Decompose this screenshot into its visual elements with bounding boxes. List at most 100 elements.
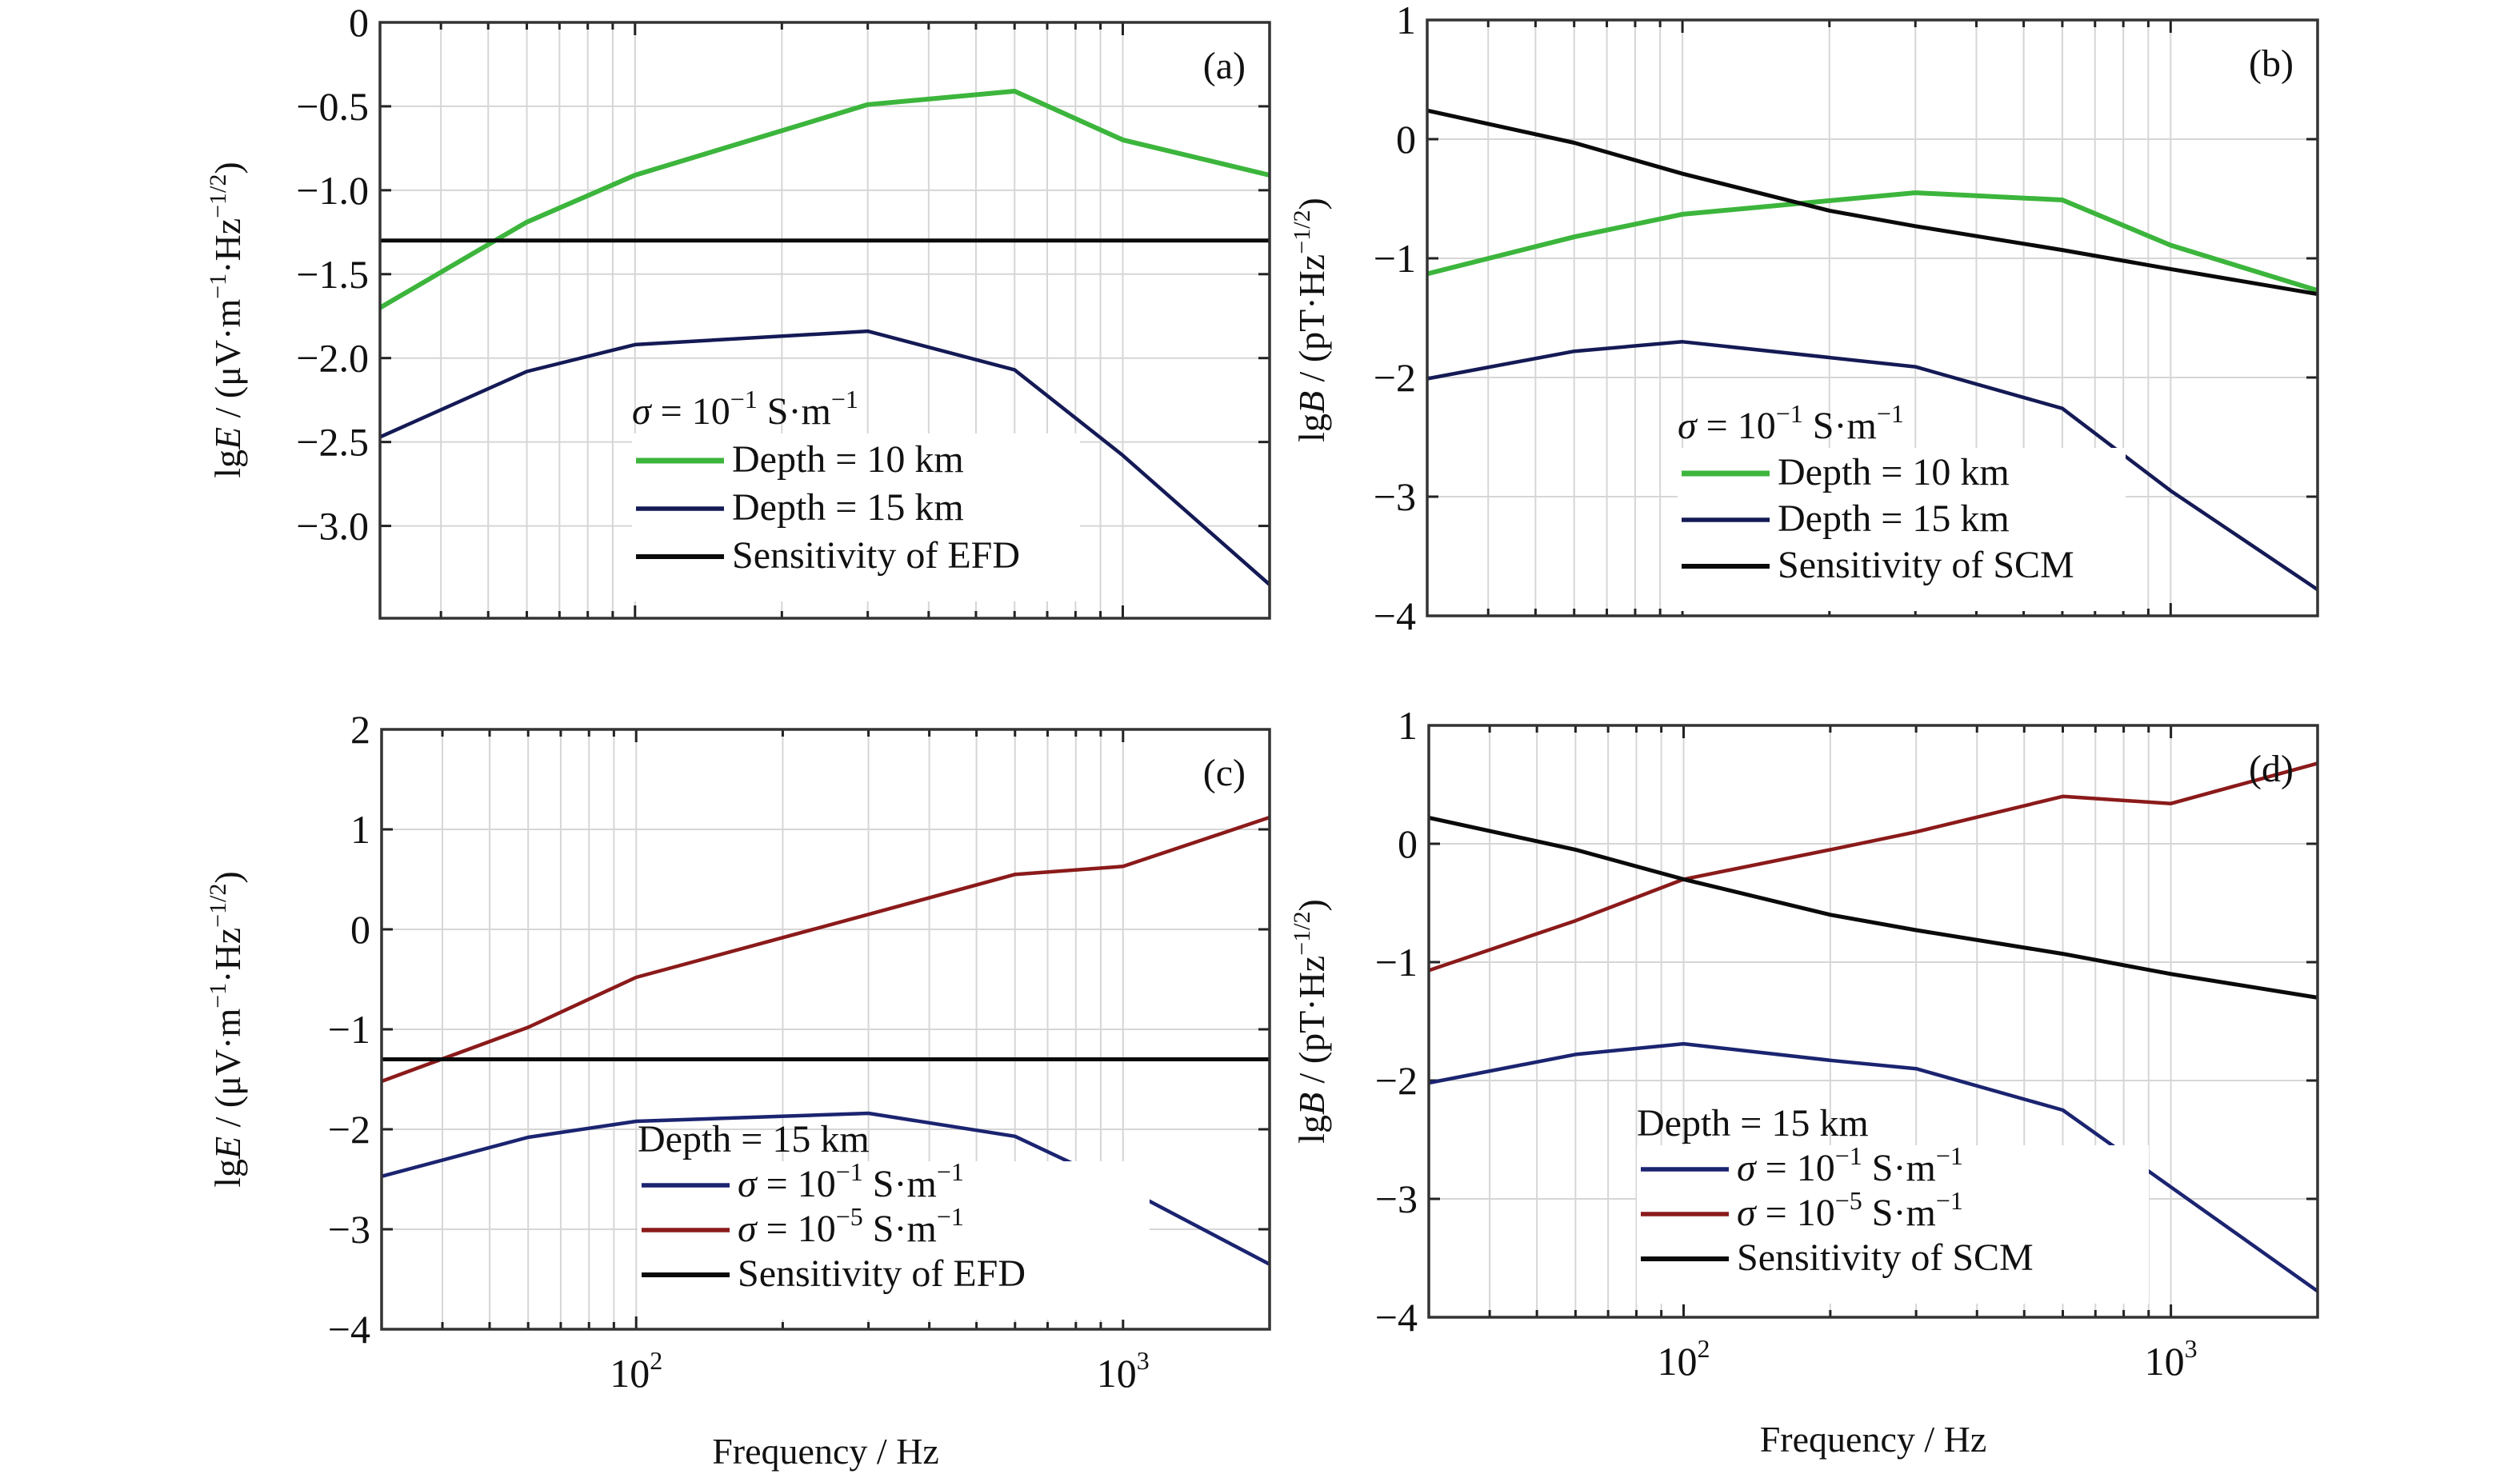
ylabel-units: ·Hz: [207, 928, 248, 983]
ylabel-lg: lg: [1291, 1115, 1332, 1144]
y-axis-label: lgB / (pT·Hz−1/2): [1289, 198, 1332, 442]
y-tick-label: −1: [1374, 236, 1416, 281]
x-tick-label: 102: [610, 1346, 662, 1396]
series-line-3: [1426, 108, 2318, 297]
superscript: −1/2: [1289, 912, 1315, 956]
ylabel-close: ): [207, 162, 248, 174]
ylabel-var: B: [1291, 1093, 1332, 1115]
y-tick-label: −3: [1374, 474, 1416, 519]
panel-label: (b): [2249, 42, 2294, 85]
ylabel-units: / (pT: [1291, 1011, 1332, 1093]
y-tick-label: 0: [1398, 821, 1418, 866]
legend-label-text: = 10: [1756, 1192, 1835, 1234]
y-tick-label: 2: [350, 707, 370, 752]
y-tick-label: −1.5: [296, 252, 369, 297]
y-tick-label: −3: [1375, 1176, 1418, 1221]
x-tick-label: 102: [1658, 1334, 1710, 1384]
superscript: −1: [937, 1202, 964, 1231]
y-tick-label: −0.5: [296, 84, 369, 129]
legend-label-unit: S·m: [863, 1163, 937, 1205]
x-tick-base: 10: [2145, 1339, 2185, 1384]
superscript: −5: [1835, 1186, 1862, 1215]
y-tick-label: −3: [328, 1207, 370, 1252]
y-tick-label: 1: [1396, 0, 1416, 42]
legend-title: σ = 10−1 S·m−1: [632, 385, 858, 433]
ylabel-lg: lg: [207, 1159, 248, 1188]
legend-label-text: = 10: [757, 1163, 836, 1205]
legend-box: [1637, 1145, 2149, 1304]
y-tick-label: −2: [1375, 1058, 1418, 1103]
y-axis-label: lgE / (μV·m−1·Hz−1/2): [205, 871, 248, 1187]
legend-label-2: σ = 10−5 S·m−1: [738, 1202, 964, 1250]
ylabel-units: ·Hz: [207, 218, 248, 274]
ylabel-close: ): [207, 871, 248, 883]
panel-label: (d): [2249, 748, 2294, 790]
superscript: 3: [2185, 1334, 2198, 1363]
y-tick-label: 1: [350, 807, 370, 852]
y-tick-label: −3.0: [296, 504, 369, 549]
x-tick-base: 10: [610, 1351, 650, 1396]
series-line-2: [1426, 340, 2319, 592]
sigma-symbol: σ: [738, 1163, 758, 1205]
superscript: −1/2: [1289, 210, 1315, 254]
legend-label-1: Depth = 10 km: [1778, 451, 2010, 493]
panel-label: (a): [1203, 45, 1246, 87]
series-line-1: [1426, 190, 2318, 294]
superscript: −1: [1936, 1186, 1963, 1215]
legend-title-unit: S·m: [1803, 405, 1877, 447]
legend-label-3: Sensitivity of SCM: [1778, 544, 2074, 586]
legend-title-text: Depth = 15 km: [1637, 1102, 1869, 1144]
legend: Depth = 15 kmσ = 10−1 S·m−1σ = 10−5 S·m−…: [638, 1118, 1150, 1320]
legend-label-3: Sensitivity of EFD: [732, 534, 1020, 577]
legend-title: Depth = 15 km: [638, 1118, 870, 1160]
plot-frame: [380, 728, 1271, 1331]
ylabel-close: ): [1291, 899, 1332, 911]
ylabel-lg: lg: [1291, 413, 1332, 442]
series-line-2: [379, 329, 1271, 586]
legend-label-unit: S·m: [1862, 1192, 1936, 1234]
superscript: −1: [836, 1157, 863, 1186]
y-tick-label: 0: [350, 907, 370, 952]
y-tick-label: −4: [1375, 1295, 1418, 1340]
superscript: −1: [1936, 1141, 1963, 1170]
superscript: −1: [730, 385, 758, 413]
y-tick-label: −1: [328, 1007, 370, 1052]
superscript: −5: [836, 1202, 863, 1231]
legend-box: [638, 1161, 1150, 1320]
legend-title: Depth = 15 km: [1637, 1102, 1869, 1144]
y-tick-label: −1.0: [296, 168, 369, 213]
ylabel-units: / (pT: [1291, 310, 1332, 391]
superscript: −1: [1835, 1141, 1862, 1170]
legend-label-3: Sensitivity of SCM: [1737, 1236, 2034, 1279]
superscript: −1: [937, 1157, 964, 1186]
legend-title: σ = 10−1 S·m−1: [1678, 399, 1904, 447]
y-tick-label: 0: [1396, 117, 1416, 162]
legend-title-unit: S·m: [758, 390, 831, 433]
sigma-symbol: σ: [1737, 1192, 1758, 1234]
legend-label-text: = 10: [757, 1208, 836, 1250]
sigma-symbol: σ: [1678, 405, 1698, 447]
plot-frame: [1427, 724, 2319, 1319]
y-tick-label: −4: [328, 1307, 370, 1352]
legend-label-text: = 10: [1756, 1147, 1835, 1189]
legend-label-3: Sensitivity of EFD: [738, 1252, 1026, 1295]
superscript: −1/2: [205, 884, 231, 928]
x-axis-label: Frequency / Hz: [712, 1431, 939, 1472]
superscript: −1: [1776, 399, 1803, 428]
legend-label-2: Depth = 15 km: [1778, 497, 2010, 540]
legend-label-1: Depth = 10 km: [732, 438, 964, 481]
panel-label: (c): [1203, 752, 1246, 794]
y-tick-label: −1: [1375, 940, 1418, 985]
y-tick-label: −2: [1374, 355, 1416, 400]
y-tick-label: −2: [328, 1107, 370, 1152]
legend-title-text: = 10: [1697, 405, 1776, 447]
legend-label-2: Depth = 15 km: [732, 486, 964, 529]
x-tick-label: 103: [2145, 1334, 2198, 1384]
ylabel-var: E: [207, 1136, 248, 1160]
series-line-1: [1428, 1041, 2319, 1293]
y-tick-label: −2.0: [296, 336, 369, 381]
